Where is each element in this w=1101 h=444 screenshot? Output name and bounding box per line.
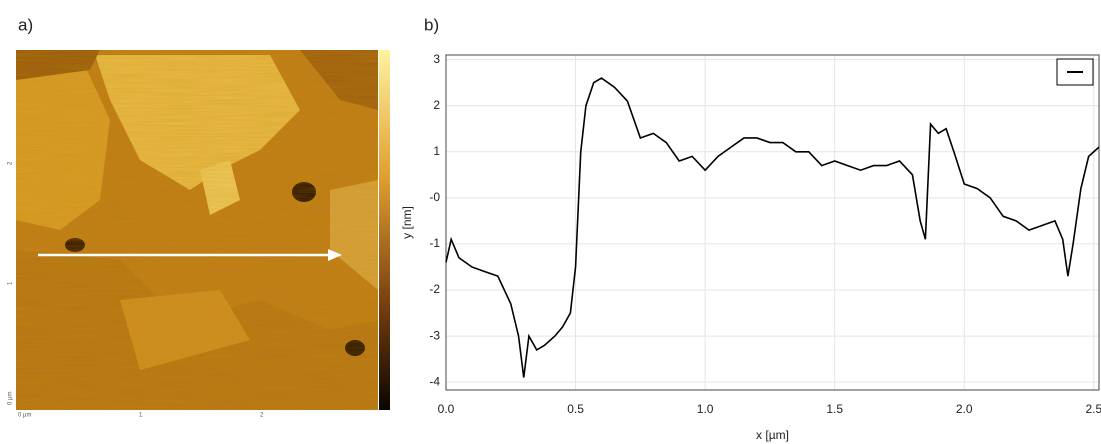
panel-label: a) [18,15,33,34]
x-tick-label: 2.0 [956,402,973,416]
plot-frame [445,54,1100,391]
y-tick-label: 1 [433,144,440,158]
x-tick-label: 0.5 [567,402,584,416]
x-tick-label: 2.5 [1085,402,1101,416]
image-x-tick-label: 1 [139,413,143,419]
x-axis-label: x [µm] [756,428,789,442]
y-tick-label: -2 [429,282,440,296]
y-tick-label: -1 [429,236,440,250]
image-x-tick-label: 0 µm [18,413,31,419]
y-tick-label: 2 [433,98,440,112]
image-y-tick-label: 2 [8,161,14,165]
image-y-tick-label: 0 µm [8,392,14,405]
image-x-tick-label: 2 [260,413,264,419]
x-tick-label: 1.5 [826,402,843,416]
x-tick-label: 1.0 [697,402,714,416]
y-tick-label: -0 [429,190,440,204]
y-tick-label: 3 [433,52,440,66]
image-y-tick-label: 1 [8,281,14,285]
y-axis-label: y [nm] [400,206,414,239]
y-tick-label: -3 [429,328,440,342]
x-tick-label: 0.0 [438,402,455,416]
y-tick-label: -4 [429,374,440,388]
afm-image [16,50,390,410]
line-series [445,77,1100,378]
panel-label: b) [424,15,439,34]
